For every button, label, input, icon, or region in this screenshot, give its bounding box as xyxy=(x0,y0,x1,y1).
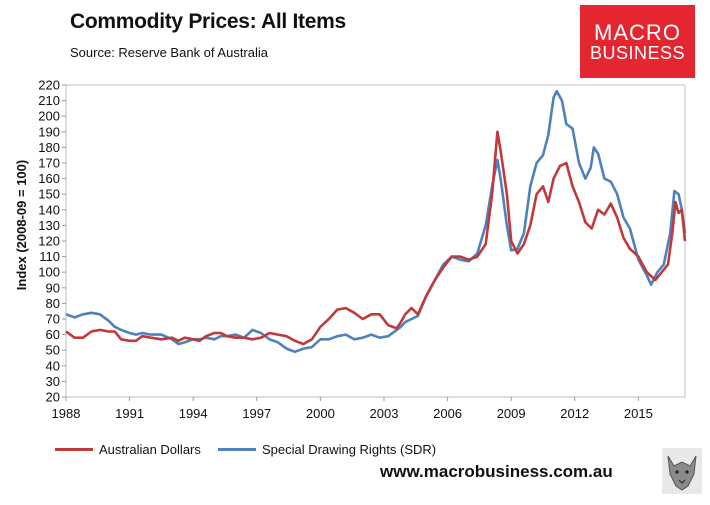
y-tick-label: 40 xyxy=(46,358,60,373)
y-tick-label: 120 xyxy=(38,234,60,249)
chart-source: Source: Reserve Bank of Australia xyxy=(70,45,268,60)
legend-item-aud: Australian Dollars xyxy=(55,442,201,457)
x-tick-label: 2012 xyxy=(560,406,589,421)
legend-swatch-aud xyxy=(55,448,93,451)
y-tick-label: 100 xyxy=(38,265,60,280)
y-tick-label: 180 xyxy=(38,140,60,155)
y-tick-label: 20 xyxy=(46,390,60,405)
y-tick-label: 130 xyxy=(38,218,60,233)
series-line-aud xyxy=(65,130,687,346)
logo-line-2: BUSINESS xyxy=(589,42,686,63)
x-tick-label: 2000 xyxy=(306,406,335,421)
chart-title: Commodity Prices: All Items xyxy=(70,10,346,33)
website-link[interactable]: www.macrobusiness.com.au xyxy=(380,462,613,481)
legend-label-aud: Australian Dollars xyxy=(99,442,201,457)
y-tick-label: 200 xyxy=(38,109,60,124)
x-tick-label: 2006 xyxy=(433,406,462,421)
y-tick-label: 140 xyxy=(38,202,60,217)
series-line-sdr xyxy=(65,89,687,354)
y-tick-label: 210 xyxy=(38,93,60,108)
series-lines xyxy=(65,89,687,354)
legend-item-sdr: Special Drawing Rights (SDR) xyxy=(218,442,436,457)
y-tick-label: 50 xyxy=(46,343,60,358)
logo-line-1: MACRO xyxy=(594,19,681,45)
y-tick-label: 110 xyxy=(39,249,60,264)
x-tick-label: 2015 xyxy=(624,406,653,421)
y-tick-label: 220 xyxy=(38,78,60,93)
plot-area xyxy=(65,84,686,398)
y-tick-label: 190 xyxy=(38,124,60,139)
y-axis: 2030405060708090100110120130140150160170… xyxy=(38,78,66,405)
legend-swatch-sdr xyxy=(218,448,256,451)
x-axis: 1988 1991 1994 1997 2000 2003 2006 2009 2012 2015 xyxy=(52,397,653,421)
macrobusiness-logo[interactable]: MACRO BUSINESS xyxy=(580,5,695,78)
y-tick-label: 30 xyxy=(46,374,60,389)
y-axis-label: Index (2008-09 = 100) xyxy=(14,160,29,290)
wolf-icon xyxy=(662,448,702,494)
y-tick-label: 90 xyxy=(46,280,60,295)
y-tick-label: 170 xyxy=(38,156,60,171)
y-tick-label: 70 xyxy=(46,312,60,327)
y-tick-label: 160 xyxy=(38,171,60,186)
y-tick-label: 60 xyxy=(46,327,60,342)
x-tick-label: 1997 xyxy=(242,406,271,421)
x-tick-label: 2003 xyxy=(370,406,399,421)
x-tick-label: 2009 xyxy=(497,406,526,421)
x-tick-label: 1991 xyxy=(115,406,144,421)
x-tick-label: 1988 xyxy=(52,406,81,421)
x-tick-label: 1994 xyxy=(179,406,208,421)
y-tick-label: 80 xyxy=(46,296,60,311)
y-tick-label: 150 xyxy=(38,187,60,202)
legend-label-sdr: Special Drawing Rights (SDR) xyxy=(262,442,437,457)
